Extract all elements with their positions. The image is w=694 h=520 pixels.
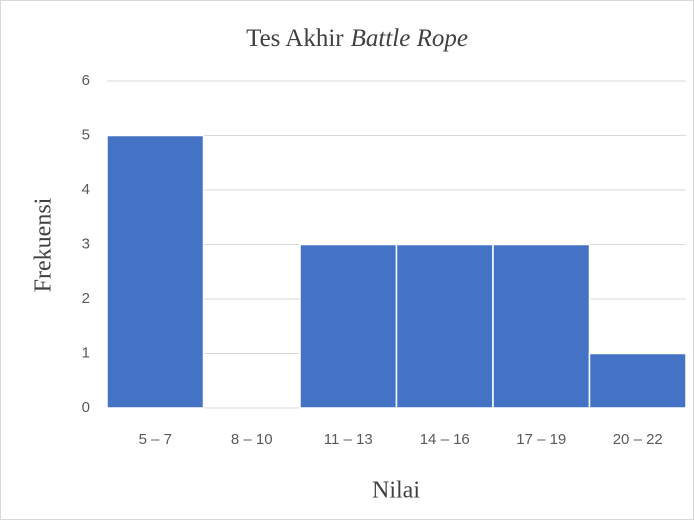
y-tick-label: 5 bbox=[82, 126, 90, 143]
y-axis-label: Frekuensi bbox=[31, 197, 57, 292]
y-tick-label: 3 bbox=[82, 235, 90, 252]
y-tick-label: 1 bbox=[82, 344, 90, 361]
bar bbox=[492, 243, 591, 409]
x-tick-label: 8 – 10 bbox=[231, 431, 273, 448]
chart-title: Tes Akhir Battle Rope bbox=[246, 25, 468, 52]
y-tick-label: 2 bbox=[82, 290, 90, 307]
x-tick-label: 17 – 19 bbox=[516, 431, 566, 448]
x-tick-label: 14 – 16 bbox=[420, 431, 470, 448]
bar bbox=[395, 243, 494, 409]
x-axis-label: Nilai bbox=[372, 478, 420, 504]
y-tick-label: 4 bbox=[82, 181, 90, 198]
x-tick-label: 5 – 7 bbox=[139, 431, 172, 448]
y-tick-label: 6 bbox=[82, 72, 90, 89]
bar bbox=[106, 134, 205, 409]
x-tick-label: 20 – 22 bbox=[613, 431, 663, 448]
title-text: Tes Akhir bbox=[246, 25, 344, 52]
bar bbox=[588, 352, 687, 409]
title-italic: Battle Rope bbox=[351, 25, 468, 52]
bar bbox=[299, 243, 398, 409]
y-tick-label: 0 bbox=[82, 399, 90, 416]
x-tick-label: 11 – 13 bbox=[324, 431, 373, 448]
